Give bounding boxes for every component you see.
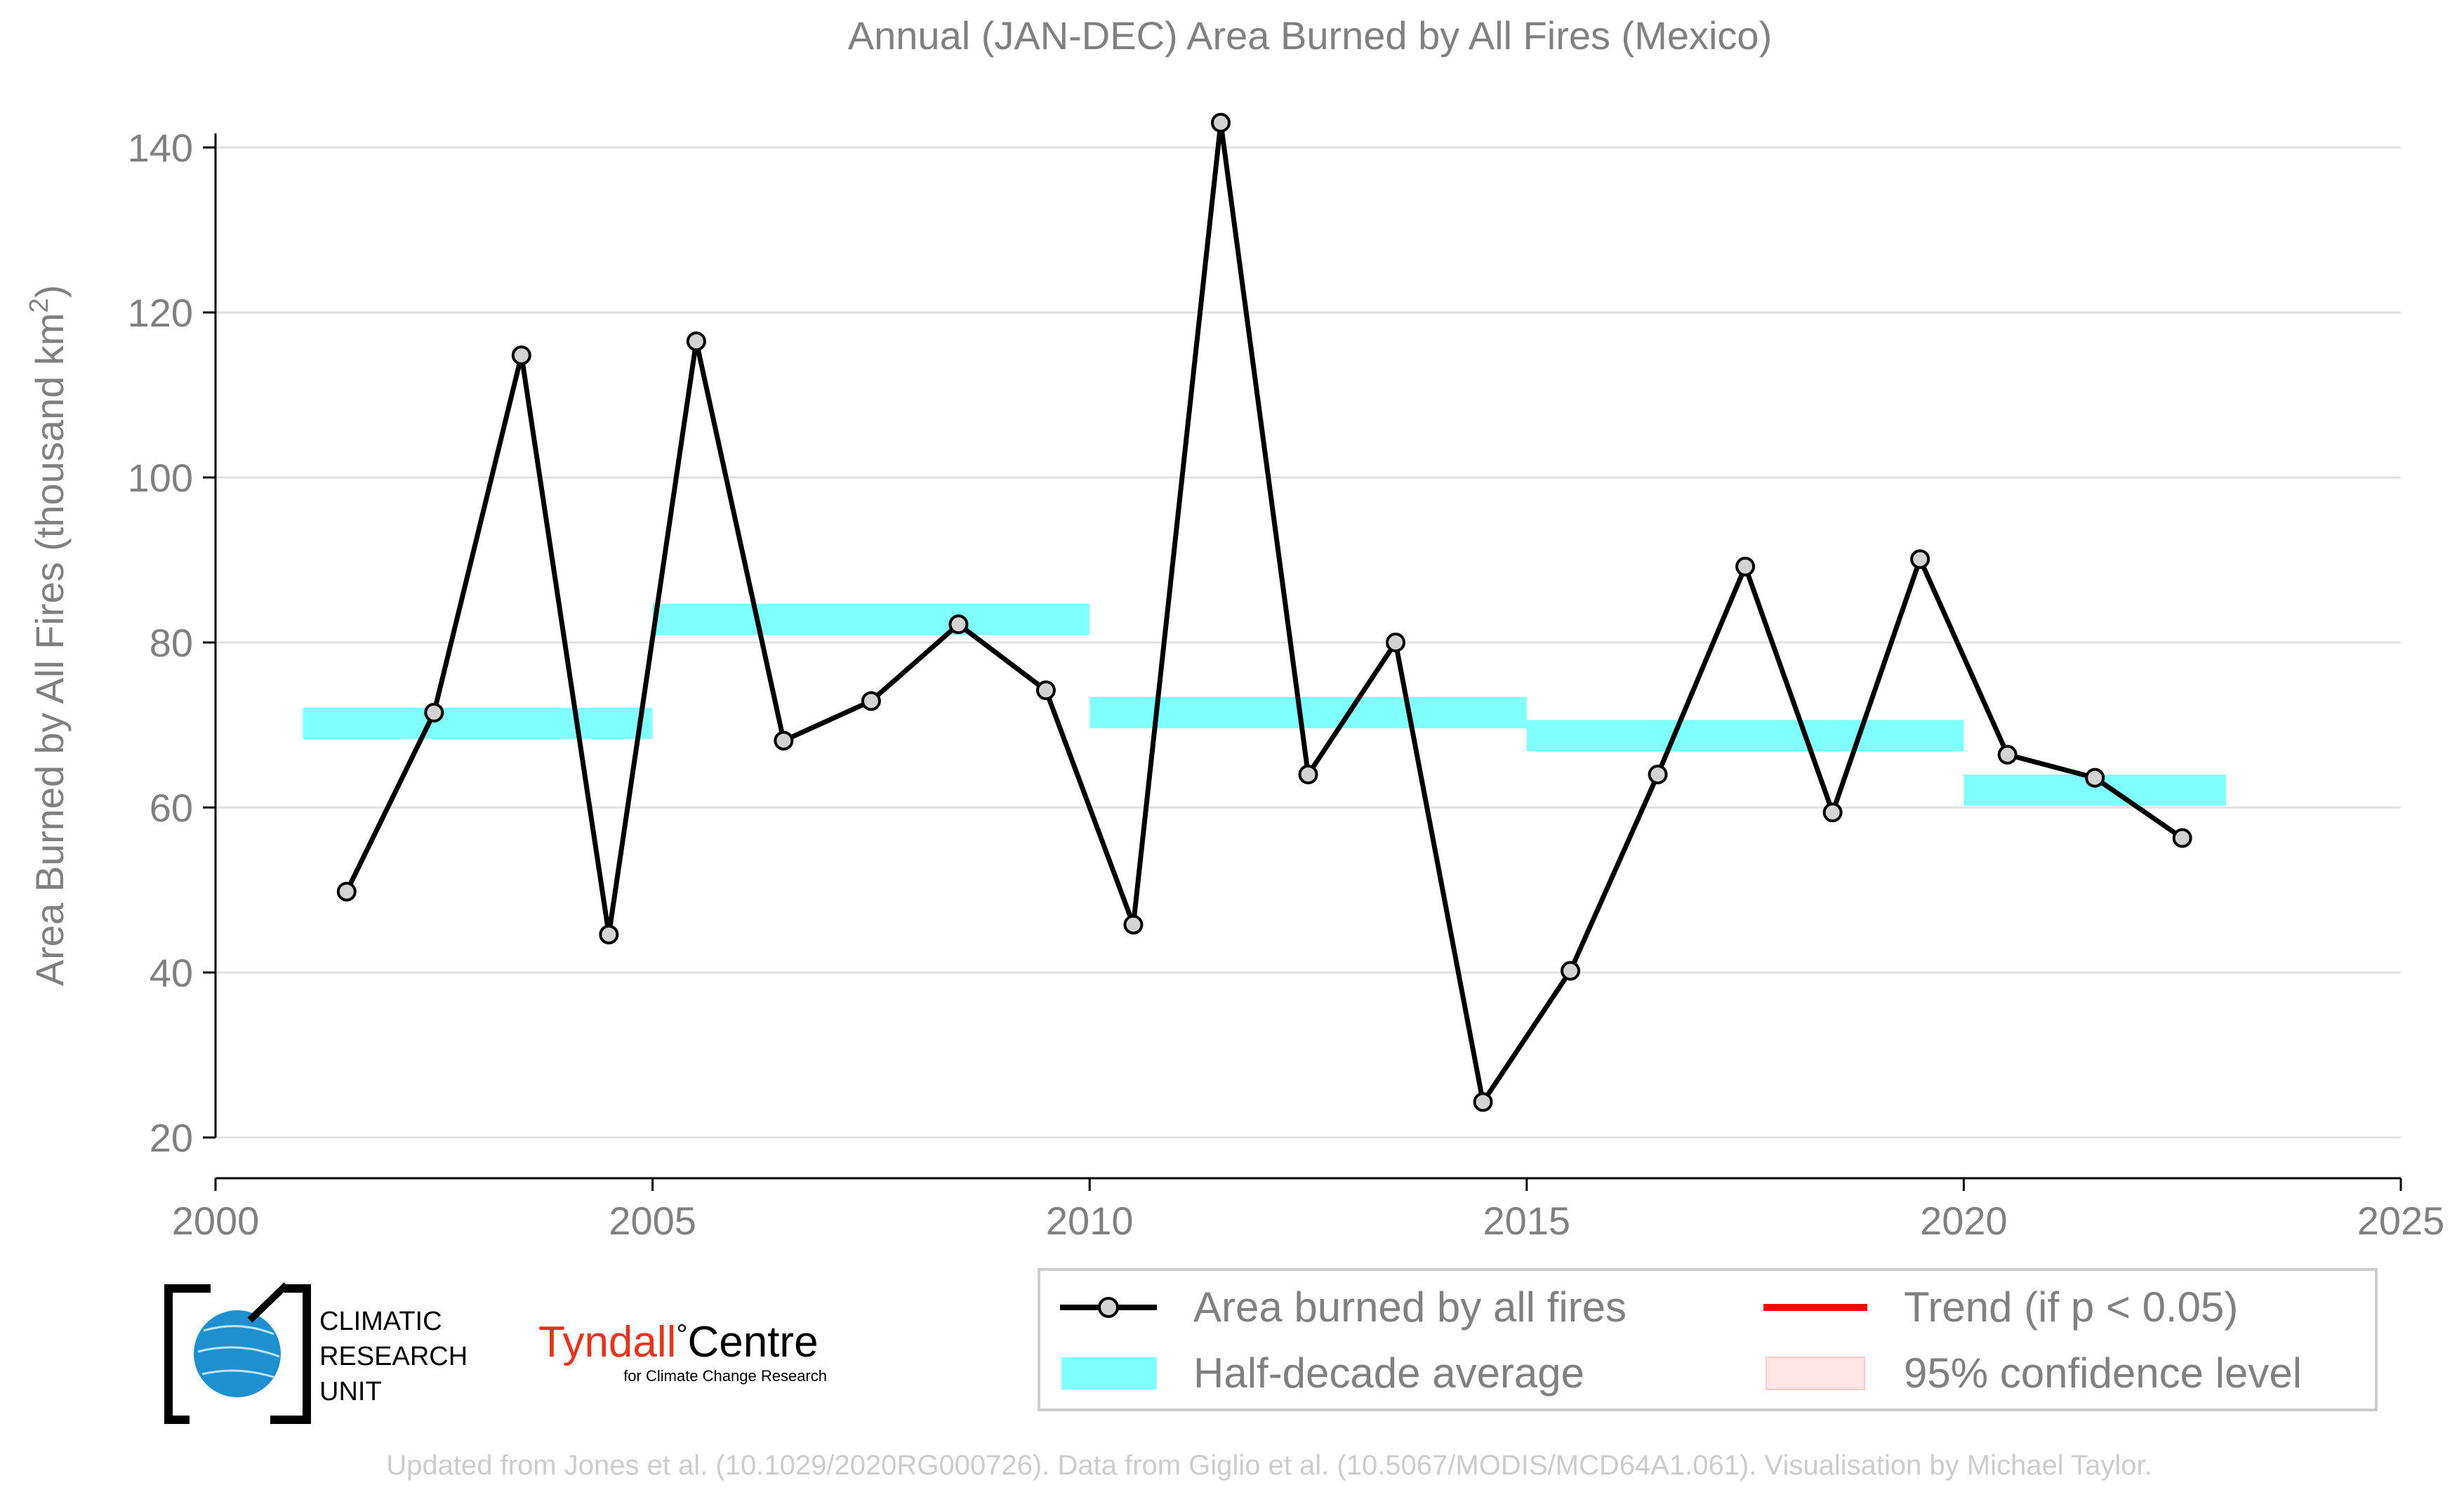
tyndall-name: Tyndall°Centre <box>538 1318 819 1366</box>
y-ticks: 20 40 60 80 100 120 140 <box>128 126 216 1160</box>
legend-band-swatch <box>1061 1357 1157 1390</box>
data-point-2022 <box>2172 828 2192 848</box>
data-point-2004 <box>599 924 619 944</box>
tyndall-degree: ° <box>676 1319 687 1350</box>
x-tick-label-2010: 2010 <box>1046 1199 1134 1243</box>
x-tick-label-2000: 2000 <box>172 1199 260 1243</box>
legend-label-trend: Trend (if p < 0.05) <box>1904 1284 2238 1331</box>
data-point-2002 <box>424 702 444 723</box>
legend-label-half-decade: Half-decade average <box>1193 1350 1584 1397</box>
y-tick-label-60: 60 <box>150 786 193 830</box>
data-point-2009 <box>1035 680 1056 701</box>
data-point-2003 <box>511 345 531 366</box>
cru-globe-lines <box>197 1325 280 1379</box>
data-point-2005 <box>686 331 706 352</box>
y-tick-label-120: 120 <box>128 291 193 335</box>
y-tick-label-100: 100 <box>128 456 193 500</box>
y-axis-label: Area Burned by All Fires (thousand km2) <box>25 285 72 986</box>
legend-item-area-burned: Area burned by all fires <box>1060 1284 1627 1331</box>
cru-logo: CLIMATIC RESEARCH UNIT <box>164 1282 468 1424</box>
data-point-2017 <box>1735 556 1756 576</box>
legend-label-confidence: 95% confidence level <box>1904 1350 2302 1397</box>
data-point-2014 <box>1473 1092 1493 1112</box>
cru-text-line3: UNIT <box>319 1377 382 1406</box>
data-point-2019 <box>1910 549 1930 569</box>
half-decade-band-2015 <box>1526 720 1964 752</box>
half-decade-bands <box>303 603 2226 806</box>
data-point-2015 <box>1561 961 1581 981</box>
legend: Area burned by all fires Trend (if p < 0… <box>1038 1268 2378 1411</box>
y-axis-label-sup: 2 <box>25 298 54 312</box>
y-tick-label-40: 40 <box>150 951 193 995</box>
data-point-2006 <box>774 730 794 751</box>
tyndall-subtitle: for Climate Change Research <box>623 1367 827 1385</box>
legend-marker-swatch <box>1098 1297 1119 1318</box>
half-decade-band-2005 <box>652 603 1090 635</box>
cru-globe-icon <box>194 1310 281 1397</box>
series-line-0 <box>344 120 2184 1104</box>
series-area-burned <box>336 112 2192 1112</box>
y-tick-label-80: 80 <box>150 621 193 665</box>
half-decade-band-2010 <box>1089 697 1527 729</box>
data-point-2018 <box>1822 803 1843 823</box>
data-point-2016 <box>1648 765 1668 784</box>
axes <box>214 133 2401 1180</box>
x-tick-label-2015: 2015 <box>1483 1199 1571 1243</box>
cru-bracket-right-icon <box>270 1284 311 1424</box>
cru-bracket-icon <box>164 1284 211 1424</box>
legend-item-trend: Trend (if p < 0.05) <box>1763 1284 2238 1331</box>
y-tick-label-140: 140 <box>128 126 193 170</box>
x-tick-label-2025: 2025 <box>2357 1199 2445 1243</box>
data-point-2012 <box>1298 765 1318 784</box>
tyndall-word: Tyndall <box>538 1318 676 1366</box>
tyndall-centre: Centre <box>687 1318 818 1366</box>
tyndall-logo: Tyndall°Centre for Climate Change Resear… <box>538 1318 827 1385</box>
y-axis-label-close: ) <box>27 285 72 298</box>
legend-label-area-burned: Area burned by all fires <box>1193 1284 1627 1331</box>
data-point-2008 <box>948 614 969 635</box>
legend-item-half-decade: Half-decade average <box>1061 1350 1584 1397</box>
data-point-2013 <box>1386 633 1406 652</box>
data-point-2011 <box>1210 112 1231 133</box>
x-tick-label-2020: 2020 <box>1920 1199 2008 1243</box>
cru-text-line2: RESEARCH <box>319 1342 468 1371</box>
data-point-2021 <box>2085 767 2105 788</box>
cru-text-line1: CLIMATIC <box>319 1307 442 1336</box>
data-point-2007 <box>861 691 881 711</box>
data-point-2020 <box>1997 744 2018 765</box>
half-decade-band-2001 <box>303 707 653 739</box>
legend-item-confidence: 95% confidence level <box>1766 1350 2302 1397</box>
legend-box <box>1038 1268 2378 1411</box>
legend-confidence-swatch <box>1766 1357 1865 1390</box>
x-ticks: 2000 2005 2010 2015 2020 2025 <box>172 1178 2445 1243</box>
cru-slash-icon <box>247 1282 289 1323</box>
credit-line: Updated from Jones et al. (10.1029/2020R… <box>386 1450 2152 1481</box>
grid-lines <box>216 146 2401 1139</box>
y-axis-label-main: Area Burned by All Fires (thousand km <box>27 313 72 987</box>
y-tick-label-20: 20 <box>150 1116 193 1160</box>
chart-title: Annual (JAN-DEC) Area Burned by All Fire… <box>848 13 1772 58</box>
data-point-2001 <box>336 881 357 902</box>
data-point-2010 <box>1123 914 1144 935</box>
x-tick-label-2005: 2005 <box>609 1199 696 1243</box>
